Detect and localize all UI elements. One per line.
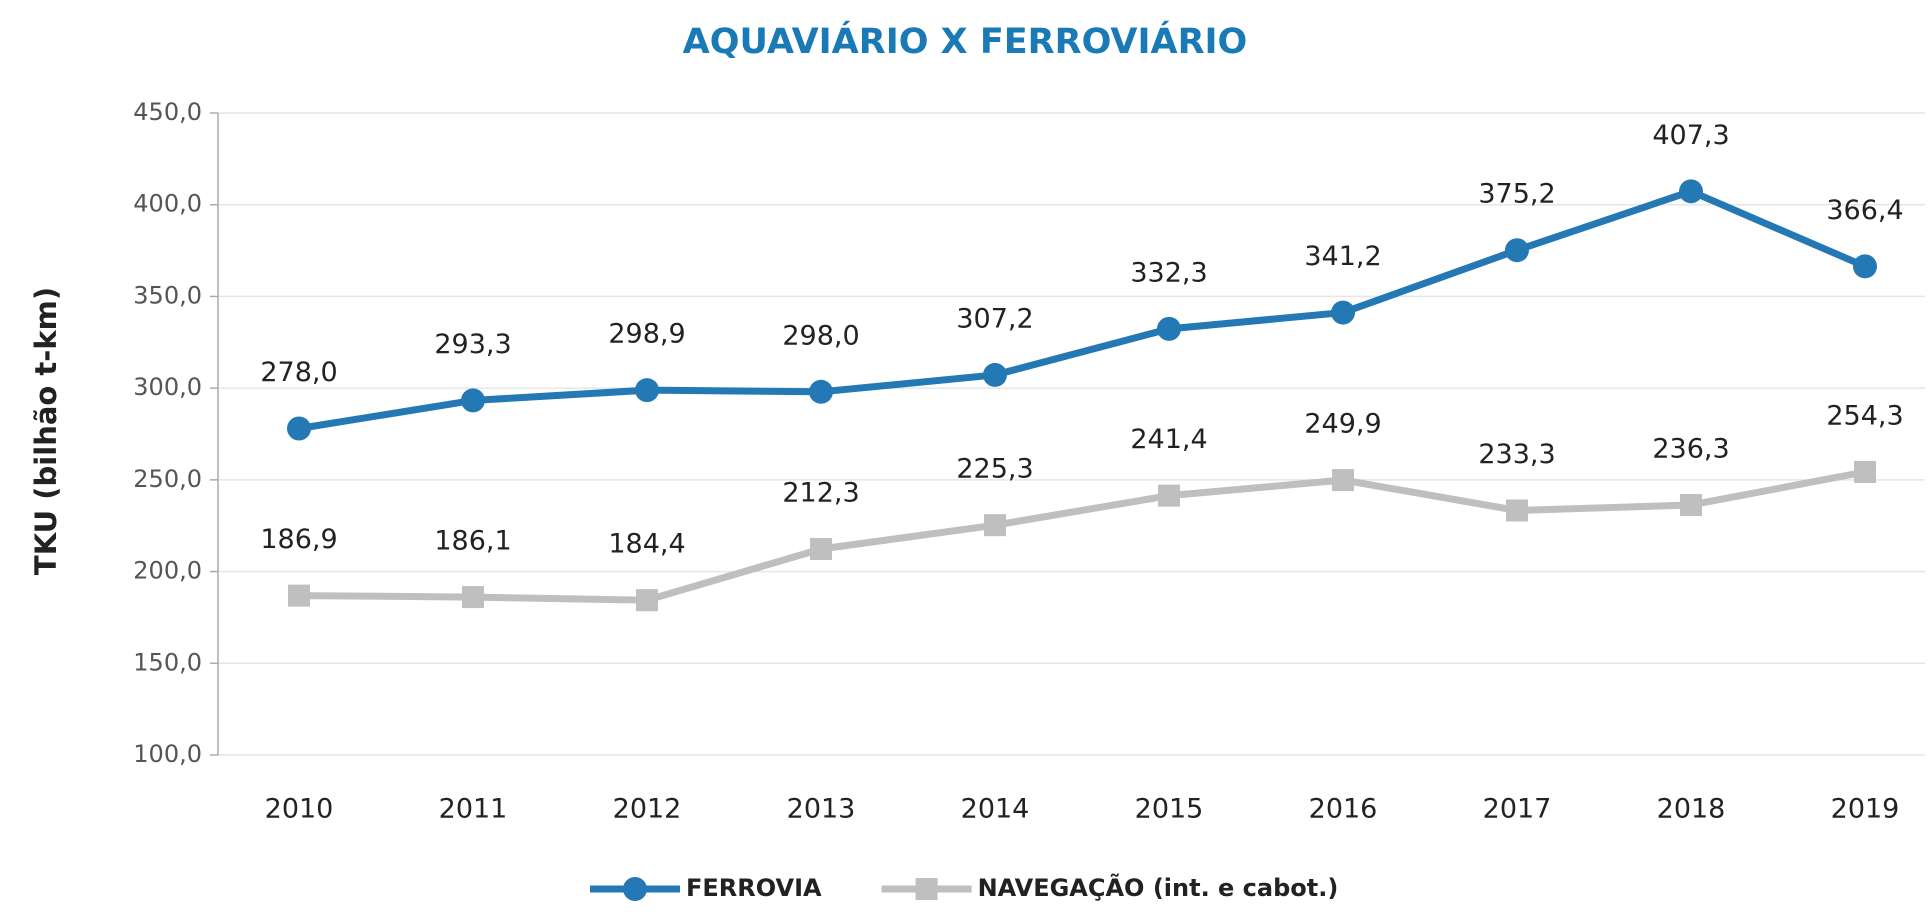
data-label: 375,2: [1478, 179, 1555, 210]
series-line: [298, 187, 1867, 432]
x-tick-label: 2018: [1657, 794, 1726, 825]
x-tick-label: 2014: [961, 794, 1030, 825]
point: [1331, 300, 1355, 325]
data-label: 186,9: [260, 524, 337, 555]
point: [983, 362, 1007, 387]
point: [1679, 179, 1703, 204]
y-tick-label: 450,0: [133, 98, 202, 126]
point: [984, 514, 1006, 537]
point: [288, 584, 310, 607]
data-label: 186,1: [434, 526, 511, 557]
x-tick-label: 2019: [1831, 794, 1900, 825]
y-tick-label: 400,0: [133, 190, 202, 218]
y-tick-label: 150,0: [133, 648, 202, 676]
chart-title: AQUAVIÁRIO X FERROVIÁRIO: [683, 20, 1248, 62]
point: [1680, 493, 1702, 516]
data-label: 341,2: [1304, 241, 1381, 272]
data-label: 407,3: [1652, 120, 1729, 151]
series-line: [298, 468, 1866, 604]
point: [1157, 316, 1181, 341]
y-tick-label: 350,0: [133, 281, 202, 309]
y-tick-label: 300,0: [133, 373, 202, 401]
legend-marker: [623, 877, 647, 901]
data-label: 366,4: [1826, 195, 1903, 226]
data-label: 241,4: [1130, 424, 1207, 455]
y-tick-label: 200,0: [133, 557, 202, 585]
data-label: 298,0: [782, 320, 859, 351]
point: [1332, 469, 1354, 492]
data-label: 332,3: [1130, 257, 1207, 288]
point: [809, 379, 833, 404]
data-label: 307,2: [956, 303, 1033, 334]
legend-label: FERROVIA: [686, 874, 822, 902]
x-tick-label: 2013: [787, 794, 856, 825]
y-tick-label: 100,0: [133, 740, 202, 768]
data-label: 225,3: [956, 454, 1033, 485]
legend-marker: [915, 878, 938, 900]
data-label: 184,4: [608, 529, 685, 560]
data-label: 233,3: [1478, 439, 1555, 470]
legend-label: NAVEGAÇÃO (int. e cabot.): [978, 873, 1339, 902]
point: [1506, 499, 1528, 522]
data-label: 212,3: [782, 478, 859, 509]
x-tick-label: 2010: [265, 794, 334, 825]
point: [1854, 460, 1876, 483]
point: [1158, 484, 1180, 507]
data-label: 236,3: [1652, 433, 1729, 464]
y-tick-label: 250,0: [133, 465, 202, 493]
x-tick-label: 2015: [1135, 794, 1204, 825]
data-label: 254,3: [1826, 400, 1903, 431]
x-tick-label: 2017: [1483, 794, 1552, 825]
point: [287, 416, 311, 441]
x-tick-label: 2016: [1309, 794, 1378, 825]
x-tick-label: 2012: [613, 794, 682, 825]
point: [810, 538, 832, 561]
point: [462, 586, 484, 609]
data-label: 293,3: [434, 329, 511, 360]
point: [1853, 254, 1877, 279]
point: [636, 589, 658, 612]
x-tick-label: 2011: [439, 794, 508, 825]
data-label: 249,9: [1304, 409, 1381, 440]
y-axis-label: TKU (bilhão t-km): [29, 287, 63, 575]
point: [1505, 238, 1529, 263]
point: [461, 388, 485, 413]
point: [635, 378, 659, 403]
data-label: 278,0: [260, 357, 337, 388]
data-label: 298,9: [608, 319, 685, 350]
